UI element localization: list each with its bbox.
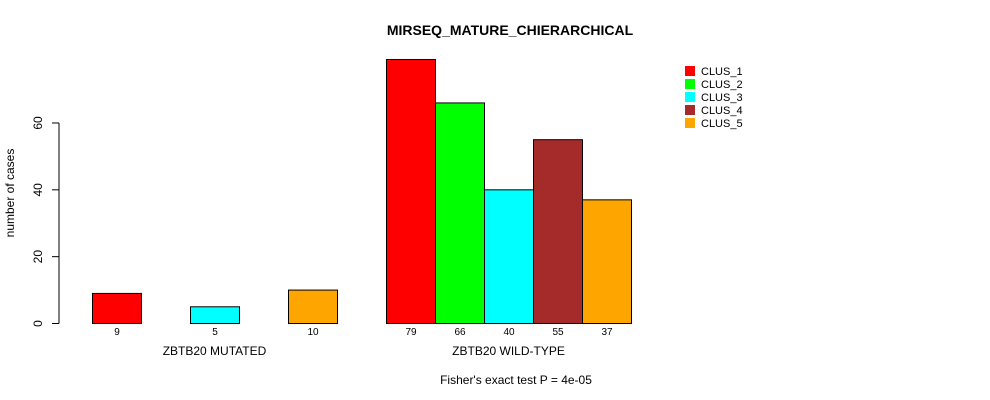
bar-count-label: 37: [601, 327, 613, 338]
fisher-test-footer: Fisher's exact test P = 4e-05: [440, 373, 592, 387]
bar-clus-2: [435, 102, 485, 325]
bar-count-label: 9: [114, 327, 120, 338]
legend-label: CLUS_2: [701, 79, 743, 91]
bar-clus-5: [288, 289, 338, 324]
group-labels: ZBTB20 MUTATED ZBTB20 WILD-TYPE: [163, 344, 565, 358]
bar-count-label: 5: [212, 327, 218, 338]
bar-clus-3: [484, 189, 534, 324]
legend-swatch: [685, 105, 695, 115]
y-tick-label: 60: [31, 116, 45, 130]
y-axis-label: number of cases: [3, 149, 17, 238]
y-tick-label: 40: [31, 183, 45, 197]
legend-label: CLUS_1: [701, 66, 743, 78]
bar-count-label: 10: [307, 327, 319, 338]
bar-count-label: 40: [503, 327, 515, 338]
legend-swatch: [685, 66, 695, 76]
bars: 9 5 10 79 66 40 55 37: [92, 58, 632, 338]
y-axis: 0 20 40 60: [31, 116, 60, 327]
bar-clus-1: [386, 58, 436, 325]
legend-swatch: [685, 79, 695, 89]
group-label: ZBTB20 MUTATED: [163, 344, 267, 358]
chart-title: MIRSEQ_MATURE_CHIERARCHICAL: [387, 22, 634, 38]
bar-clus-1: [92, 292, 142, 324]
bar-clus-5: [582, 199, 632, 324]
y-tick-label: 20: [31, 250, 45, 264]
legend-label: CLUS_5: [701, 118, 743, 130]
legend-swatch: [685, 92, 695, 102]
bar-clus-3: [190, 306, 240, 325]
group-label: ZBTB20 WILD-TYPE: [452, 344, 565, 358]
legend-label: CLUS_4: [701, 105, 743, 117]
legend-swatch: [685, 118, 695, 128]
y-tick-label: 0: [31, 320, 45, 327]
bar-count-label: 55: [552, 327, 564, 338]
bar-clus-4: [533, 139, 583, 324]
bar-count-label: 79: [405, 327, 417, 338]
legend-label: CLUS_3: [701, 92, 743, 104]
bar-count-label: 66: [454, 327, 466, 338]
